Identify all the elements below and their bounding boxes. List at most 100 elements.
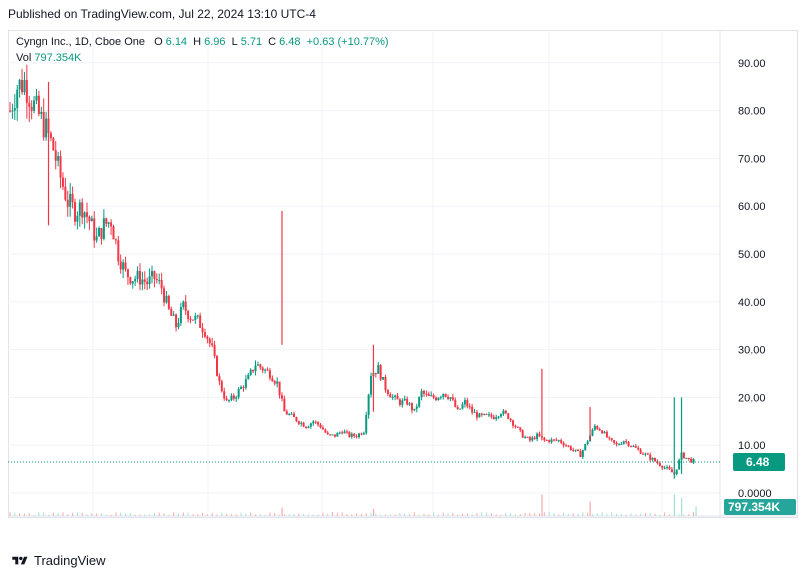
candle-body: [550, 439, 553, 443]
candlestick-chart[interactable]: 90.00 80.00 70.00 60.00 50.00 40.00 30.00 20.00…: [8, 30, 798, 518]
candle-body: [355, 436, 358, 438]
candle-body: [329, 434, 332, 436]
candle-body: [692, 458, 695, 463]
candle-body: [95, 236, 98, 241]
candle-body: [285, 411, 288, 415]
candle-body: [52, 138, 55, 151]
volume-bar: [423, 513, 425, 516]
candle-body: [184, 301, 187, 311]
y-tick-label: 30.00: [738, 345, 766, 357]
candle-body: [290, 413, 293, 415]
candle-body: [403, 398, 406, 401]
candle-body: [370, 375, 373, 395]
candle-body: [658, 463, 661, 466]
candle-body: [483, 413, 486, 415]
volume-bar: [591, 514, 593, 516]
candle-body: [398, 399, 401, 405]
candle-body: [165, 295, 168, 303]
candle-body: [468, 406, 471, 408]
candle-body: [78, 202, 81, 216]
candle-body: [18, 79, 21, 90]
candle-body: [555, 439, 558, 441]
volume-bar: [279, 514, 281, 516]
candle-body: [131, 281, 134, 284]
candle-body: [360, 433, 363, 435]
candle-body: [155, 278, 158, 281]
candle-body: [293, 413, 296, 418]
volume-spike: [681, 498, 683, 516]
candle-body: [302, 422, 305, 427]
candle-body: [187, 310, 190, 319]
candle-body: [81, 202, 84, 218]
volume-bar: [182, 512, 184, 516]
candle-body: [507, 413, 510, 419]
volume-bar: [125, 513, 127, 516]
candle-body: [447, 396, 450, 399]
candle-body: [490, 414, 493, 417]
candle-body: [410, 403, 413, 411]
candle-body: [107, 222, 110, 224]
candle-body: [415, 406, 418, 409]
candle-body: [25, 79, 28, 103]
candle-body: [177, 323, 180, 328]
open-value: 6.14: [165, 36, 188, 48]
candle-body: [690, 458, 693, 463]
volume-bar: [389, 514, 391, 516]
volume-bar: [274, 512, 276, 516]
y-tick-label: 50.00: [738, 249, 766, 261]
volume-bar: [567, 514, 569, 516]
candle-body: [232, 395, 235, 399]
candle-body: [651, 458, 654, 460]
volume-bar: [120, 512, 122, 516]
candle-body: [312, 421, 315, 424]
candle-body: [437, 397, 440, 401]
candle-body: [521, 430, 524, 438]
volume-bar: [129, 513, 131, 516]
candle-body: [579, 450, 582, 457]
volume-bar: [601, 512, 603, 516]
volume-bar: [100, 513, 102, 516]
candle-body: [564, 445, 567, 447]
candle-body: [160, 280, 163, 289]
candle-body: [591, 429, 594, 436]
volume-bar: [370, 512, 372, 516]
volume-bar: [269, 512, 271, 516]
volume-spike: [673, 494, 676, 516]
low-label: L: [231, 36, 238, 48]
footer-brand[interactable]: TradingView: [10, 553, 106, 568]
candle-body: [16, 89, 19, 109]
volume-legend: Vol 797.354K: [16, 52, 81, 64]
candle-body: [533, 437, 536, 440]
candle-body: [615, 442, 618, 445]
volume-bar: [38, 512, 40, 516]
candle-body: [319, 424, 322, 428]
candle-body: [427, 393, 430, 396]
volume-bar: [394, 514, 396, 516]
candle-body: [567, 445, 570, 447]
candle-body: [288, 414, 291, 416]
candle-body: [569, 446, 572, 450]
volume-bar: [659, 514, 661, 516]
volume-bar: [158, 512, 160, 516]
volume-bar: [211, 513, 213, 516]
volume-bar: [447, 513, 449, 516]
candle-body: [100, 228, 103, 239]
candle-body: [348, 431, 351, 437]
candle-body: [456, 406, 459, 410]
candle-body: [252, 369, 255, 372]
candle-body: [333, 434, 336, 437]
candle-body: [167, 295, 170, 309]
candle-body: [637, 447, 640, 450]
candle-body: [413, 408, 416, 411]
candle-body: [374, 372, 377, 374]
volume-bar: [433, 512, 435, 516]
volume-bar: [678, 514, 680, 516]
volume-spike: [372, 508, 375, 516]
candle-body: [353, 433, 356, 437]
candle-body: [266, 369, 269, 371]
volume-bar: [543, 512, 545, 516]
candle-body: [574, 449, 577, 451]
candle-body: [362, 432, 365, 435]
volume-bar: [384, 514, 386, 516]
candle-body: [605, 431, 608, 438]
